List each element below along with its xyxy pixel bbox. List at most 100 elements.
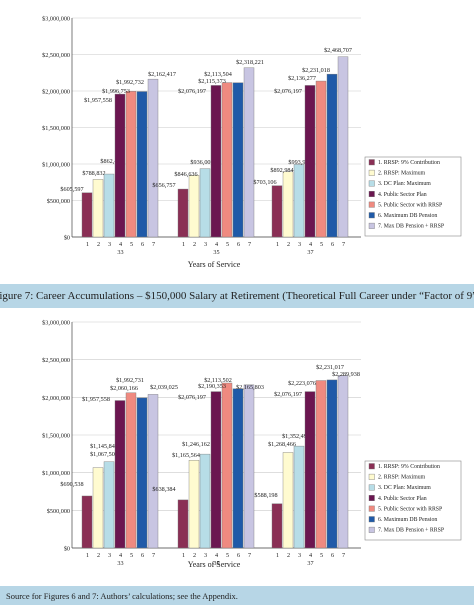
legend-swatch xyxy=(368,505,375,512)
bar-tick-label: 3 xyxy=(298,241,301,248)
bar xyxy=(304,85,316,238)
y-tick-label: $1,000,000 xyxy=(42,470,70,477)
y-tick-label: $2,500,000 xyxy=(42,357,70,364)
bar-tick-label: 4 xyxy=(215,241,218,248)
legend-swatch xyxy=(368,484,375,491)
bar-tick-label: 1 xyxy=(182,552,185,559)
legend-swatch xyxy=(368,473,375,480)
bar xyxy=(304,391,316,549)
legend-label: 5. Public Sector with RRSP xyxy=(378,202,442,208)
legend-label: 4. Public Sector Plan xyxy=(378,496,427,502)
data-label: $2,162,417 xyxy=(148,71,176,78)
bar xyxy=(232,82,244,238)
bar-tick-label: 6 xyxy=(237,241,240,248)
bar-tick-label: 7 xyxy=(248,552,251,559)
data-label: $2,115,373 xyxy=(198,78,226,85)
data-label: $605,597 xyxy=(60,186,83,193)
bar-tick-label: 6 xyxy=(141,241,144,248)
y-tick-label: $0 xyxy=(64,546,70,553)
group-label: 33 xyxy=(117,560,123,567)
data-label: $656,757 xyxy=(152,182,175,189)
data-label: $2,113,502 xyxy=(204,377,232,384)
bar xyxy=(188,459,200,549)
group-label: 37 xyxy=(307,560,313,567)
data-label: $2,223,076 xyxy=(288,380,316,387)
legend-label: 1. RRSP: 9% Contribution xyxy=(378,464,440,470)
data-label: $703,106 xyxy=(253,179,276,186)
data-label: $1,165,564 xyxy=(172,452,200,459)
bar xyxy=(232,388,244,549)
bar xyxy=(282,171,294,238)
bar-tick-label: 2 xyxy=(287,552,290,559)
bar-tick-label: 1 xyxy=(86,241,89,248)
bar xyxy=(199,168,211,238)
data-label: $1,352,496 xyxy=(282,433,310,440)
data-label: $862,438 xyxy=(100,158,123,165)
bar xyxy=(92,179,104,238)
legend-label: 4. Public Sector Plan xyxy=(378,192,427,198)
bar xyxy=(221,82,233,238)
data-label: $1,067,503 xyxy=(90,451,118,458)
data-label: $936,007 xyxy=(190,159,213,166)
group-label: 33 xyxy=(117,249,123,256)
data-label: $2,136,277 xyxy=(288,75,316,82)
bar xyxy=(337,375,349,549)
legend-box xyxy=(364,460,462,541)
bar-tick-label: 7 xyxy=(152,241,155,248)
legend-label: 3. DC Plan: Maximum xyxy=(378,485,431,491)
bar-tick-label: 6 xyxy=(237,552,240,559)
data-label: $2,076,197 xyxy=(178,88,206,95)
bar-tick-label: 7 xyxy=(248,241,251,248)
y-tick-label: $0 xyxy=(64,235,70,242)
bar xyxy=(147,78,159,238)
y-tick-label: $2,000,000 xyxy=(42,89,70,96)
legend-label: 6. Maximum DB Pension xyxy=(378,213,437,219)
bar xyxy=(114,93,126,238)
data-label: $2,289,938 xyxy=(332,371,360,378)
bar-tick-label: 6 xyxy=(141,552,144,559)
legend-label: 7. Max DB Pension + RRSP xyxy=(378,528,444,534)
bar xyxy=(315,380,327,549)
bar xyxy=(337,56,349,238)
bar-tick-label: 1 xyxy=(276,552,279,559)
y-tick-label: $500,000 xyxy=(47,198,70,205)
bar-tick-label: 2 xyxy=(193,241,196,248)
bar-tick-label: 2 xyxy=(97,552,100,559)
group-label: 35 xyxy=(213,560,219,567)
bar-tick-label: 2 xyxy=(97,241,100,248)
bar xyxy=(136,397,148,549)
data-label: $2,165,803 xyxy=(236,384,264,391)
bar-tick-label: 4 xyxy=(309,552,312,559)
figure-7-caption: Figure 7: Career Accumulations – $150,00… xyxy=(0,284,474,308)
legend-swatch xyxy=(368,159,375,166)
data-label: $2,231,018 xyxy=(302,67,330,74)
bar-tick-label: 5 xyxy=(226,241,229,248)
bar xyxy=(221,382,233,549)
x-axis-title: Years of Service xyxy=(188,560,241,569)
bar-tick-label: 7 xyxy=(152,552,155,559)
bar-tick-label: 5 xyxy=(320,552,323,559)
bar-tick-label: 3 xyxy=(108,552,111,559)
y-tick-label: $1,500,000 xyxy=(42,433,70,440)
y-tick-label: $2,000,000 xyxy=(42,395,70,402)
bar-tick-label: 5 xyxy=(130,241,133,248)
data-label: $1,145,841 xyxy=(90,443,118,450)
figure-7-caption-text: Figure 7: Career Accumulations – $150,00… xyxy=(0,290,474,302)
bar-tick-label: 2 xyxy=(287,241,290,248)
bar xyxy=(92,467,104,549)
legend-swatch xyxy=(368,526,375,533)
bar xyxy=(243,67,255,238)
data-label: $690,538 xyxy=(60,481,83,488)
data-label: $2,113,504 xyxy=(204,71,232,78)
legend-swatch xyxy=(368,212,375,219)
legend-swatch xyxy=(368,201,375,208)
bar xyxy=(103,461,115,549)
data-label: $2,060,166 xyxy=(110,385,138,392)
legend-label: 1. RRSP: 9% Contribution xyxy=(378,160,440,166)
bar xyxy=(81,495,93,549)
bar xyxy=(326,379,338,549)
legend-label: 2. RRSP: Maximum xyxy=(378,171,426,177)
bar-tick-label: 3 xyxy=(298,552,301,559)
bar xyxy=(103,173,115,238)
bar xyxy=(199,453,211,549)
